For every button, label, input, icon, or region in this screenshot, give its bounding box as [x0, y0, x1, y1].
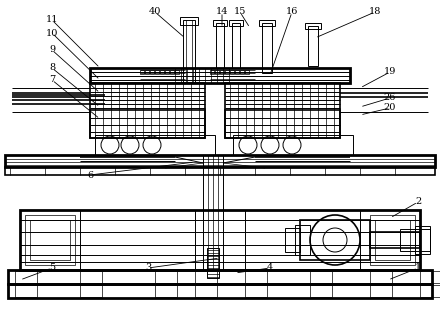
Bar — [175, 70, 179, 74]
Bar — [207, 248, 219, 278]
Bar — [8, 270, 432, 284]
Text: 9: 9 — [49, 45, 55, 54]
Bar — [170, 70, 174, 74]
Text: 7: 7 — [49, 76, 55, 85]
Bar — [232, 23, 240, 68]
Bar — [300, 220, 370, 260]
Bar — [155, 271, 177, 283]
Bar — [95, 135, 215, 155]
Text: 10: 10 — [46, 29, 58, 38]
Bar — [5, 167, 435, 175]
Bar — [308, 26, 318, 66]
Bar — [370, 271, 392, 283]
Bar — [370, 232, 420, 248]
Bar — [183, 20, 195, 83]
Bar — [213, 20, 227, 26]
Bar — [165, 70, 169, 74]
Bar — [90, 83, 205, 138]
Bar — [30, 220, 70, 260]
Bar — [180, 17, 198, 25]
Bar — [215, 70, 219, 74]
Bar — [140, 70, 144, 74]
Text: 6: 6 — [87, 170, 93, 179]
Text: 20: 20 — [384, 104, 396, 113]
Text: 26: 26 — [384, 94, 396, 103]
Bar — [415, 226, 430, 254]
Bar — [15, 271, 37, 283]
Bar — [420, 271, 440, 283]
Text: 19: 19 — [384, 67, 396, 77]
Bar — [245, 70, 249, 74]
Bar — [80, 271, 102, 283]
Bar — [245, 271, 267, 283]
Text: 4: 4 — [267, 263, 273, 272]
Bar — [25, 215, 75, 265]
Bar — [90, 110, 205, 138]
Bar — [195, 285, 217, 297]
Bar — [225, 83, 340, 138]
Bar — [310, 271, 332, 283]
Bar — [420, 285, 440, 297]
Bar — [233, 135, 353, 155]
Bar — [230, 70, 234, 74]
Bar — [5, 155, 435, 167]
Bar — [160, 70, 164, 74]
Bar — [220, 70, 224, 74]
Bar — [155, 70, 159, 74]
Text: 11: 11 — [46, 16, 58, 25]
Bar — [210, 70, 214, 74]
Bar — [285, 228, 300, 252]
Bar — [235, 70, 239, 74]
Bar — [370, 285, 392, 297]
Text: 40: 40 — [149, 7, 161, 16]
Bar — [155, 285, 177, 297]
Bar — [262, 23, 272, 73]
Bar — [8, 284, 432, 298]
Bar — [20, 210, 420, 270]
Text: 16: 16 — [286, 7, 298, 16]
Bar — [145, 70, 149, 74]
Text: 3: 3 — [145, 263, 151, 272]
Bar — [400, 229, 430, 251]
Text: 2: 2 — [415, 197, 421, 207]
Bar — [225, 110, 340, 138]
Bar — [305, 23, 321, 29]
Text: 5: 5 — [49, 263, 55, 272]
Bar — [203, 155, 223, 270]
Bar — [225, 70, 229, 74]
Bar — [245, 285, 267, 297]
Bar — [195, 271, 217, 283]
Text: 1: 1 — [415, 263, 421, 272]
Bar — [375, 220, 410, 260]
Bar — [295, 225, 310, 255]
Bar — [240, 70, 244, 74]
Bar — [370, 215, 415, 265]
Bar — [15, 285, 37, 297]
Bar — [310, 285, 332, 297]
Bar — [259, 20, 275, 26]
Bar — [90, 68, 350, 83]
Bar — [80, 285, 102, 297]
Text: 18: 18 — [369, 7, 381, 16]
Bar — [229, 20, 243, 26]
Text: 14: 14 — [216, 7, 228, 16]
Text: 15: 15 — [234, 7, 246, 16]
Text: 8: 8 — [49, 63, 55, 72]
Bar — [216, 23, 224, 68]
Bar — [150, 70, 154, 74]
